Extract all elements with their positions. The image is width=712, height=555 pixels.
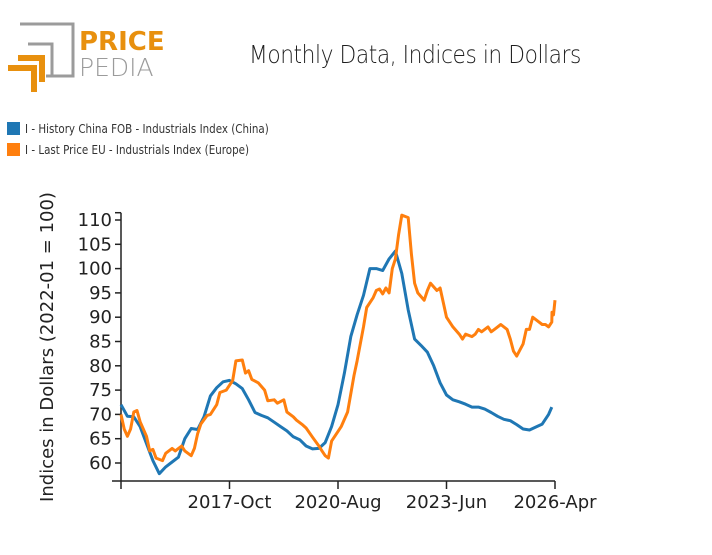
legend-swatch-europe <box>7 143 20 156</box>
x-tick-label: 2020-Aug <box>294 492 381 513</box>
y-tick-label: 80 <box>89 356 112 377</box>
legend-swatch-china <box>7 122 20 135</box>
logo-text-pedia: PEDIA <box>79 53 154 82</box>
y-tick-label: 70 <box>89 404 112 425</box>
series-line-europe <box>119 213 557 463</box>
pricepedia-logo: PRICE PEDIA <box>8 22 165 92</box>
y-tick-label: 90 <box>89 307 112 328</box>
y-axis-label: Indices in Dollars (2022-01 = 100) <box>37 192 58 502</box>
legend-label-europe: I - Last Price EU - Industrials Index (E… <box>25 142 250 157</box>
logo-text-price: PRICE <box>79 27 165 57</box>
chart-title: Monthly Data, Indices in Dollars <box>249 40 581 69</box>
y-tick-label: 105 <box>78 234 112 255</box>
legend-label-china: I - History China FOB - Industrials Inde… <box>25 121 269 136</box>
y-tick-label: 95 <box>89 283 112 304</box>
legend-item-europe[interactable]: I - Last Price EU - Industrials Index (E… <box>7 139 308 160</box>
x-axis: 2017-Oct 2020-Aug 2023-Jun 2026-Apr <box>112 480 597 513</box>
logo-mark-icon <box>8 22 75 92</box>
y-tick-label: 110 <box>78 210 112 231</box>
y-tick-label: 85 <box>89 332 112 353</box>
legend-item-china[interactable]: I - History China FOB - Industrials Inde… <box>7 118 308 139</box>
x-tick-label: 2017-Oct <box>188 492 272 513</box>
legend: I - History China FOB - Industrials Inde… <box>7 118 308 160</box>
series-line-china <box>119 249 554 476</box>
x-tick-label: 2026-Apr <box>513 492 597 513</box>
y-tick-label: 65 <box>89 429 112 450</box>
x-tick-label: 2023-Jun <box>406 492 487 513</box>
y-tick-label: 60 <box>89 453 112 474</box>
y-tick-label: 75 <box>89 380 112 401</box>
y-axis: 60 65 70 75 80 85 90 95 100 105 110 <box>78 210 122 481</box>
series-lines <box>119 213 557 476</box>
y-tick-label: 100 <box>78 259 112 280</box>
